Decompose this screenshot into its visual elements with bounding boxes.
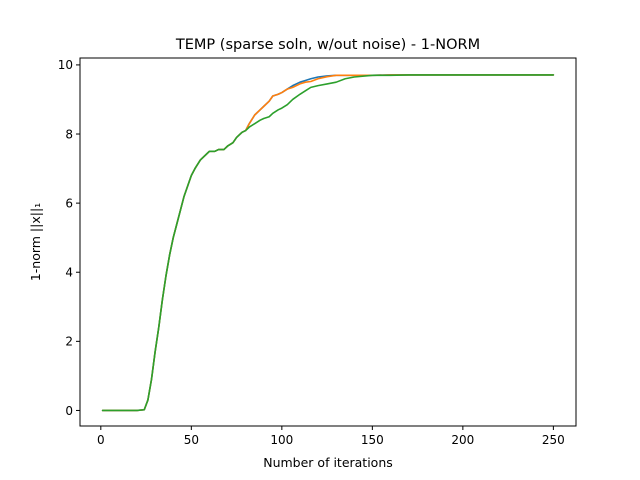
x-axis: 0 50 100 150 200 250 — [97, 426, 565, 447]
y-tick-label: 0 — [65, 404, 73, 418]
y-axis: 0 2 4 6 8 10 — [58, 58, 80, 418]
series-layer — [101, 74, 555, 412]
x-tick-label: 200 — [451, 433, 474, 447]
x-tick-label: 250 — [542, 433, 565, 447]
chart-title: TEMP (sparse soln, w/out noise) - 1-NORM — [175, 37, 480, 53]
y-tick-label: 6 — [65, 196, 73, 210]
x-axis-label: Number of iterations — [263, 455, 393, 470]
y-tick-label: 8 — [65, 127, 73, 141]
x-tick-label: 0 — [97, 433, 105, 447]
x-tick-label: 150 — [361, 433, 384, 447]
y-tick-label: 2 — [65, 335, 73, 349]
series-line-3 — [101, 74, 555, 412]
plot-area — [79, 57, 577, 427]
y-axis-label: 1-norm ||x||₁ — [28, 203, 43, 281]
y-tick-label: 10 — [58, 58, 73, 72]
y-tick-label: 4 — [65, 266, 73, 280]
x-tick-label: 100 — [270, 433, 293, 447]
axes-frame — [79, 57, 577, 427]
x-tick-label: 50 — [184, 433, 199, 447]
